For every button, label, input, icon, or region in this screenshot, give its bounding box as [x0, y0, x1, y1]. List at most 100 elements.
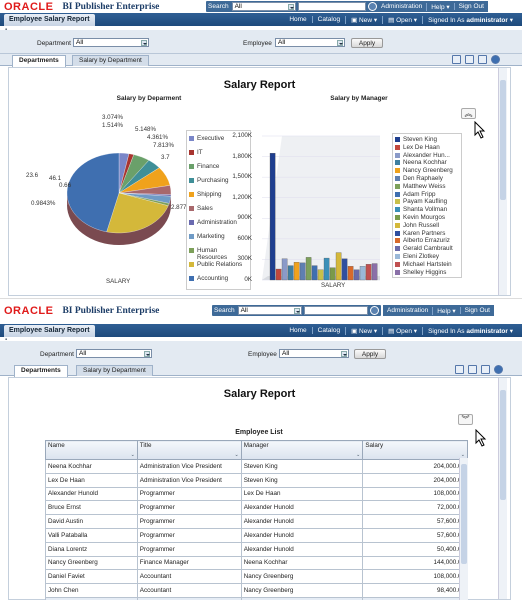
actions-icon[interactable] [478, 55, 487, 64]
employee-select[interactable]: All [275, 38, 345, 47]
cell-manager: Neena Kochhar [240, 555, 364, 571]
legend-item: Den Raphaely [395, 175, 461, 182]
search-group: Search All [212, 305, 381, 316]
chevron-down-icon[interactable]: ︾ [458, 414, 473, 425]
table-row[interactable]: John Chen Accountant Nancy Greenberg 98,400… [45, 583, 468, 598]
cell-title: Programmer [136, 486, 242, 502]
legend-item: Purchasing [189, 177, 249, 184]
export-icon[interactable] [468, 365, 477, 374]
vertical-scrollbar[interactable] [498, 68, 507, 295]
new-menu[interactable]: ▣ New ▾ [345, 15, 382, 24]
total-row: 7,924,800.00 [45, 596, 468, 600]
department-select[interactable]: All [73, 38, 149, 47]
tab-salary-by-department[interactable]: Salary by Department [72, 55, 149, 66]
cell-title: Administration Vice President [136, 472, 242, 488]
search-scope-select[interactable]: All [231, 2, 296, 11]
catalog-link[interactable]: Catalog [311, 16, 345, 23]
bar [335, 252, 342, 281]
tab-departments[interactable]: Departments [12, 55, 66, 67]
help-icon[interactable] [494, 365, 503, 374]
plot-background [262, 136, 380, 280]
edit-icon[interactable] [452, 55, 461, 64]
administration-link[interactable]: Administration [387, 307, 429, 314]
oracle-logo: ORACLE [4, 304, 54, 317]
new-menu[interactable]: ▣ New ▾ [345, 326, 382, 335]
cell-name: Diana Lorentz [45, 541, 138, 557]
pie-slice-label: 0.9843% [31, 200, 56, 207]
vertical-scrollbar[interactable] [498, 378, 507, 599]
tab-bar: Departments Salary by Department [0, 54, 522, 67]
scrollbar-thumb[interactable] [500, 390, 506, 500]
pie-slice-label: 23.6 [26, 172, 39, 179]
table-row[interactable]: Neena Kochhar Administration Vice Preside… [45, 459, 468, 474]
table-row[interactable]: Daniel Faviet Accountant Nancy Greenberg 10… [45, 569, 468, 585]
product-name: BI Publisher Enterprise [62, 305, 160, 316]
bar [341, 258, 348, 281]
bar [293, 262, 300, 281]
search-label: Search [208, 3, 229, 10]
home-link[interactable]: Home [289, 16, 307, 23]
scrollbar-thumb[interactable] [461, 464, 467, 564]
column-header-salary[interactable]: Salary ⌄ [362, 440, 468, 460]
collapse-icon[interactable]: ▪ [5, 27, 8, 33]
search-go-icon[interactable] [367, 2, 377, 11]
column-header-name[interactable]: Name ⌄ [45, 440, 138, 460]
report-content: Salary Report Salary by Deparment Salary… [8, 67, 511, 296]
apply-button[interactable]: Apply [354, 349, 386, 359]
chevron-down-icon [144, 351, 150, 357]
cell-salary: 57,600.00 [362, 514, 468, 529]
legend-item: John Russell [395, 222, 461, 229]
table-row[interactable]: Diana Lorentz Programmer Alexander Hunold 5… [45, 541, 468, 557]
chevron-up-icon[interactable]: ︽ [461, 108, 476, 119]
pie-slice-label: 3.7 [161, 154, 170, 161]
cell-name: David Austin [45, 514, 138, 529]
search-go-icon[interactable] [369, 306, 379, 315]
pie-slice-label: 4.361% [147, 134, 168, 141]
legend-item: Alexander Hun... [395, 152, 461, 159]
help-link[interactable]: Help ▾ [432, 306, 459, 315]
cell-manager: Alexander Hunold [240, 527, 364, 543]
search-input[interactable] [297, 2, 366, 11]
table-row[interactable]: Lex De Haan Administration Vice President… [45, 472, 468, 488]
help-link[interactable]: Help ▾ [426, 2, 453, 11]
collapse-icon[interactable]: ▪ [5, 337, 8, 343]
employee-select[interactable]: All [279, 349, 349, 358]
table-row[interactable]: Bruce Ernst Programmer Alexander Hunold 72,… [45, 500, 468, 516]
apply-button[interactable]: Apply [351, 38, 383, 48]
open-menu[interactable]: ▤ Open ▾ [382, 15, 422, 24]
divider [0, 298, 522, 304]
tab-departments[interactable]: Departments [14, 365, 68, 377]
cell-salary: 50,400.00 [362, 541, 468, 557]
department-select[interactable]: All [76, 349, 152, 358]
open-menu[interactable]: ▤ Open ▾ [382, 326, 422, 335]
actions-icon[interactable] [481, 365, 490, 374]
table-row[interactable]: Nancy Greenberg Finance Manager Neena Koch… [45, 555, 468, 571]
sign-out-link[interactable]: Sign Out [453, 3, 488, 10]
search-label: Search [214, 307, 235, 314]
search-input[interactable] [303, 306, 368, 315]
cell-salary: 72,000.00 [362, 500, 468, 516]
cell-title: Accountant [136, 569, 242, 585]
export-icon[interactable] [465, 55, 474, 64]
help-icon[interactable] [491, 55, 500, 64]
catalog-link[interactable]: Catalog [311, 327, 345, 334]
scrollbar-thumb[interactable] [500, 80, 506, 200]
legend-item: Adam Fripp [395, 191, 461, 198]
column-header-manager[interactable]: Manager ⌄ [240, 440, 364, 460]
pie-x-label: SALARY [106, 278, 131, 285]
tab-salary-by-department[interactable]: Salary by Department [76, 365, 153, 376]
parameter-panel: ▪ Department All Employee All Apply [0, 337, 522, 365]
table-row[interactable]: Alexander Hunold Programmer Lex De Haan 108… [45, 486, 468, 502]
search-scope-select[interactable]: All [237, 306, 302, 315]
report-toolbar [455, 365, 503, 374]
table-row[interactable]: Valli Pataballa Programmer Alexander Hunol… [45, 527, 468, 543]
administration-link[interactable]: Administration [381, 3, 423, 10]
home-link[interactable]: Home [289, 327, 307, 334]
report-content: Salary Report ︾ Employee List Name ⌄ Titl… [8, 377, 511, 600]
table-scrollbar[interactable] [459, 458, 468, 600]
column-header-title[interactable]: Title ⌄ [136, 440, 242, 460]
table-row[interactable]: David Austin Programmer Alexander Hunold 57… [45, 514, 468, 529]
cell-name: Bruce Ernst [45, 500, 138, 516]
edit-icon[interactable] [455, 365, 464, 374]
sign-out-link[interactable]: Sign Out [459, 307, 494, 314]
